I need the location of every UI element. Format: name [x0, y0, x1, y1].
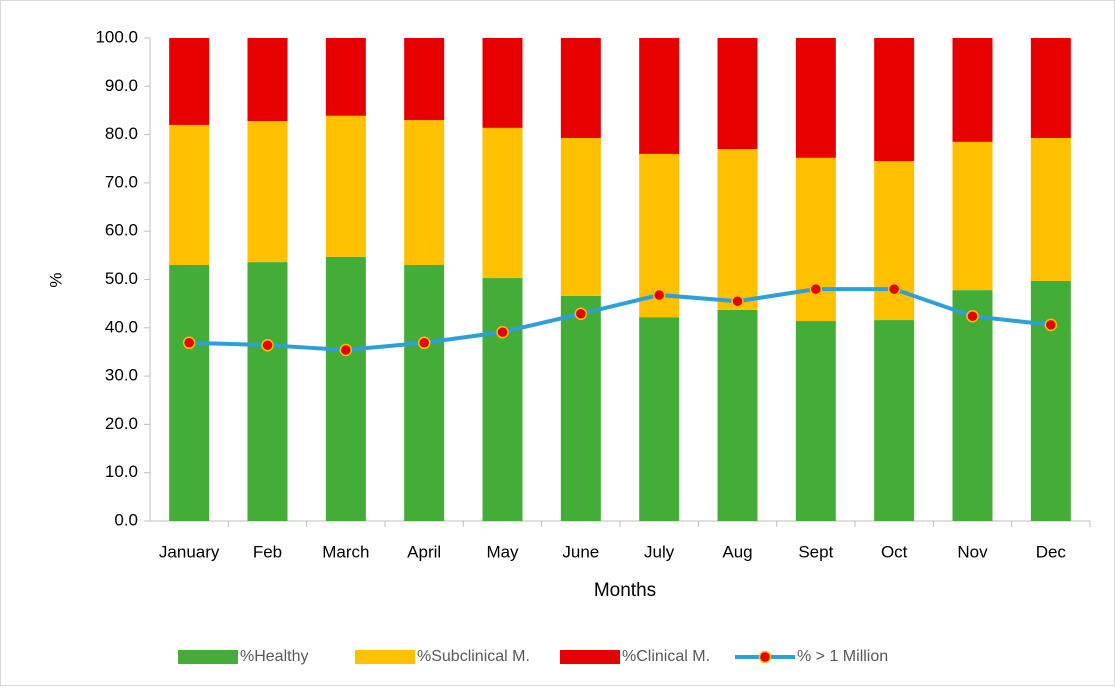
line	[189, 287, 1052, 353]
y-tick-label: 10.0	[105, 462, 138, 481]
bar-segment	[404, 120, 445, 266]
bar-segment	[874, 161, 915, 321]
y-tick-label: 40.0	[105, 317, 138, 336]
line-marker	[496, 325, 509, 339]
bar-segment	[560, 295, 601, 521]
x-axis-title: Months	[594, 580, 656, 601]
bar-segment	[874, 320, 915, 521]
line-marker	[339, 343, 353, 357]
x-tick-label: Nov	[957, 542, 988, 561]
y-tick-label: 0.0	[114, 510, 138, 529]
line-marker	[1044, 318, 1058, 332]
bar-segment	[247, 38, 288, 122]
bar-segment	[404, 38, 445, 121]
line-marker	[887, 282, 901, 296]
y-tick-label: 90.0	[105, 76, 138, 95]
legend-label: %Healthy	[240, 648, 308, 665]
y-tick-label: 60.0	[105, 221, 138, 240]
legend-swatch	[355, 650, 415, 664]
bar-segment	[325, 115, 366, 257]
x-tick-label: Oct	[881, 542, 908, 561]
bar-segment	[717, 149, 758, 310]
line-marker	[261, 338, 274, 352]
y-axis-title: %	[46, 272, 65, 287]
x-tick-label: Sept	[798, 542, 833, 561]
bar-segment	[952, 141, 993, 291]
bar-segment	[795, 321, 836, 521]
line-marker	[731, 294, 744, 308]
legend-swatch	[178, 650, 238, 664]
x-tick-label: Feb	[253, 542, 282, 561]
bar-segment	[247, 121, 288, 263]
bar-segment	[169, 124, 210, 266]
y-tick-label: 50.0	[105, 269, 138, 288]
line-marker	[574, 307, 588, 321]
bar-segment	[795, 157, 836, 322]
bar-segment	[952, 290, 993, 521]
bar-segment	[717, 38, 758, 150]
y-tick-label: 70.0	[105, 172, 138, 191]
legend-marker	[758, 650, 772, 664]
x-tick-label: Dec	[1036, 542, 1067, 561]
bar-segment	[482, 278, 523, 521]
bar-segment	[639, 317, 680, 521]
bar-segment	[1030, 38, 1071, 138]
line-marker	[417, 336, 431, 350]
legend-label: % > 1 Million	[797, 648, 888, 665]
x-tick-label: May	[486, 542, 519, 561]
x-tick-label: April	[407, 542, 441, 561]
x-tick-label: June	[562, 542, 599, 561]
y-tick-label: 100.0	[95, 27, 138, 46]
bar-segment	[560, 137, 601, 296]
bar-segment	[325, 256, 366, 521]
line-marker	[652, 288, 666, 302]
bar-segment	[169, 38, 210, 125]
legend-swatch	[560, 650, 620, 664]
y-tick-label: 80.0	[105, 124, 138, 143]
bar-segment	[639, 38, 680, 154]
y-tick-label: 20.0	[105, 414, 138, 433]
bar-segment	[1030, 137, 1071, 281]
legend-label: %Clinical M.	[622, 648, 710, 665]
bar-segment	[482, 127, 523, 279]
bar-segment	[404, 265, 445, 521]
line-marker	[809, 282, 823, 296]
line-marker	[182, 336, 196, 350]
legend-label: %Subclinical M.	[417, 648, 530, 665]
y-tick-label: 30.0	[105, 366, 138, 385]
line-marker	[966, 309, 979, 323]
x-tick-label: January	[159, 542, 220, 561]
bar-segment	[482, 38, 523, 128]
bar-segment	[247, 262, 288, 521]
bar-segment	[795, 38, 836, 158]
bar-segment	[325, 38, 366, 116]
bar-segment	[717, 309, 758, 521]
bar-segment	[874, 38, 915, 162]
bar-segment	[952, 38, 993, 142]
bar-segment	[560, 38, 601, 138]
x-tick-label: Aug	[722, 542, 752, 561]
bar-segment	[1030, 280, 1071, 521]
bar-segment	[169, 265, 210, 521]
x-tick-label: July	[644, 542, 675, 561]
x-tick-label: March	[322, 542, 369, 561]
